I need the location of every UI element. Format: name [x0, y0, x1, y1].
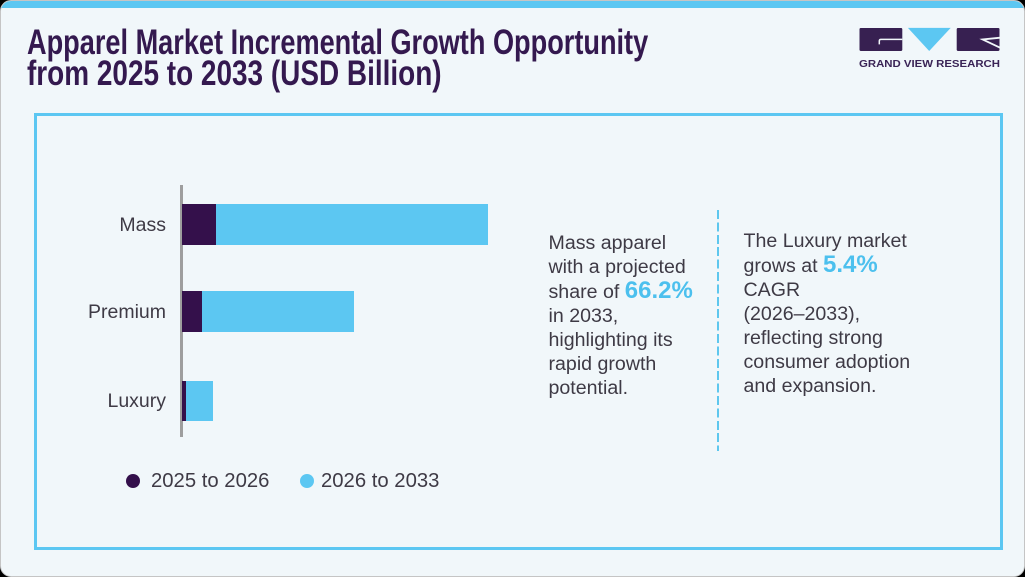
svg-text:GRAND VIEW RESEARCH: GRAND VIEW RESEARCH [859, 59, 1000, 70]
